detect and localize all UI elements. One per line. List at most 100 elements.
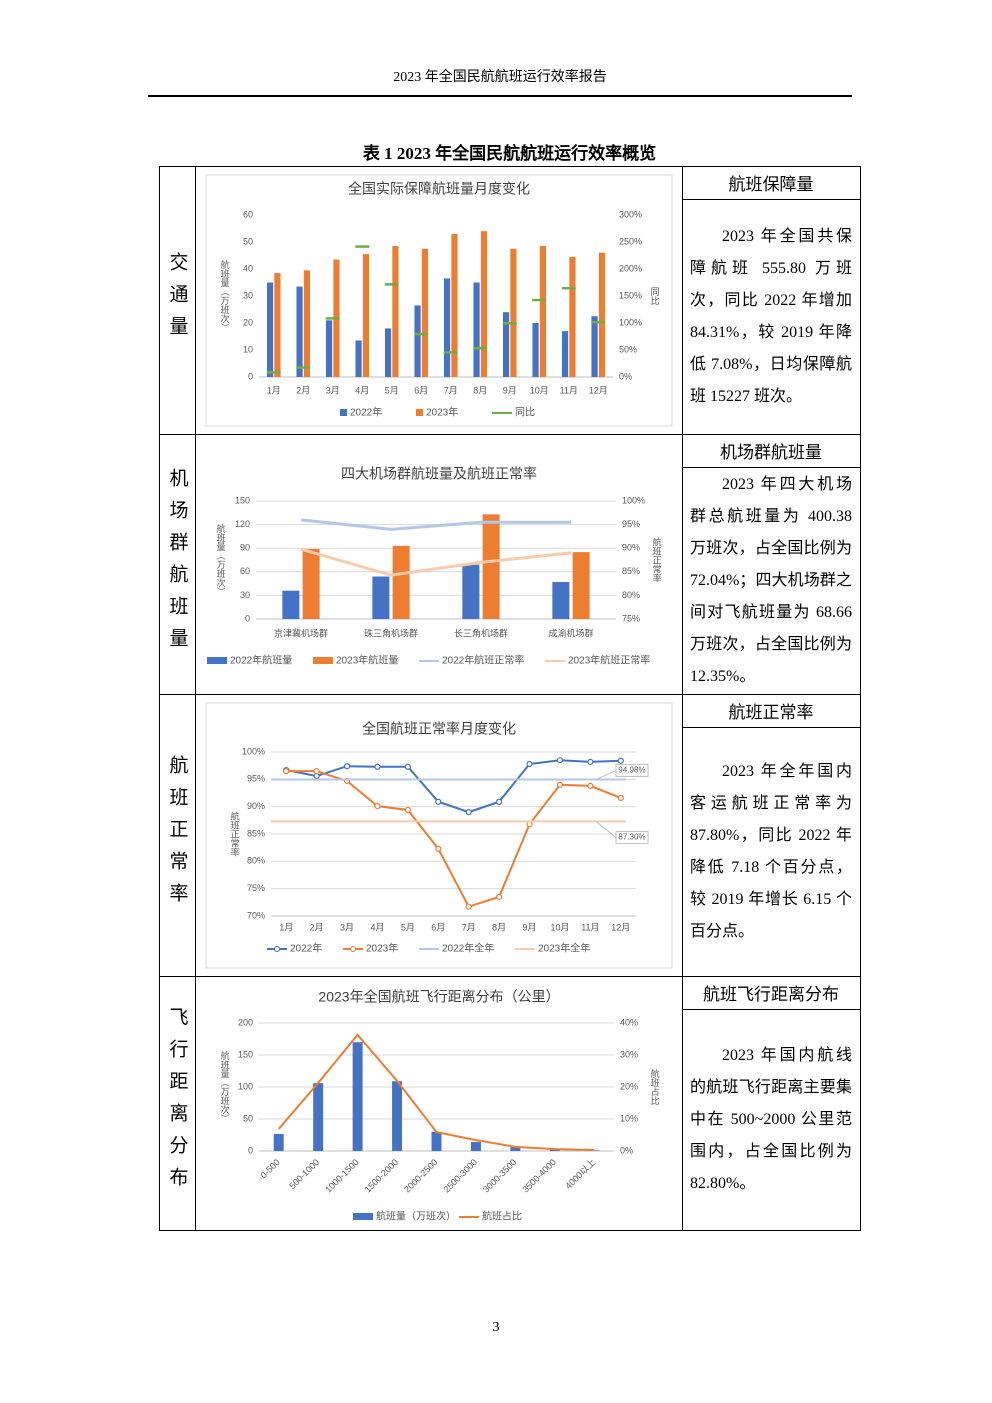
y2-tick-label: 50%	[619, 344, 637, 354]
cell-text: 2023 年全国共保障航班 555.80 万班次，同比 2022 年增加 84.…	[690, 227, 852, 405]
dash-marker	[325, 317, 340, 320]
y2-tick-label: 250%	[619, 236, 642, 246]
y-tick-label: 85%	[247, 828, 265, 838]
label-box	[615, 763, 649, 777]
callout	[595, 769, 617, 780]
legend-label: 2023年航班正常率	[568, 654, 650, 667]
page-header: 2023 年全国民航航班运行效率报告	[393, 70, 607, 85]
chart-title: 全国航班正常率月度变化	[362, 721, 516, 737]
x-tick-label: 11月	[581, 922, 599, 932]
legend-label: 2022年全年	[442, 942, 494, 955]
table-border	[860, 166, 861, 1230]
bar	[502, 312, 510, 377]
bar	[510, 1147, 521, 1151]
bar	[282, 590, 300, 619]
chart: 四大机场群航班量及航班正常率 0 30 60 90 120 150 75% 80% 85% 90% 9…	[207, 466, 662, 667]
y2-axis-label: 航班占比	[650, 1068, 660, 1105]
y2-axis-label: 同比	[650, 287, 660, 305]
legend-swatch	[340, 409, 347, 416]
legend-label: 2023年	[366, 942, 398, 955]
marker	[404, 763, 411, 770]
y-tick-label: 60	[240, 566, 250, 576]
y-tick-label: 20	[243, 317, 253, 327]
bar	[473, 282, 480, 377]
x-tick-label: 9月	[523, 922, 537, 932]
chart-frame	[205, 174, 673, 427]
y2-tick-label: 90%	[622, 543, 640, 553]
x-tick-label: 7月	[444, 385, 458, 395]
header-rule	[148, 95, 852, 97]
bar	[482, 514, 500, 619]
dash-marker	[266, 371, 281, 374]
legend-label: 航班量（万班次）	[376, 1210, 456, 1223]
bar	[569, 256, 576, 377]
bar	[431, 1131, 442, 1151]
y2-tick-label: 30%	[620, 1049, 638, 1059]
marker	[496, 893, 503, 900]
y-tick-label: 90%	[247, 801, 265, 811]
marker	[617, 757, 624, 764]
table-border	[159, 694, 861, 695]
marker	[283, 768, 290, 775]
table-border	[159, 434, 861, 435]
y-tick-label: 120	[235, 519, 250, 529]
x-tick-label: 1月	[267, 385, 281, 395]
line	[286, 770, 622, 908]
row-label: 飞行距离分布	[166, 1007, 188, 1199]
marker	[435, 845, 442, 852]
x-tick-label: 3500-4000	[520, 1157, 558, 1195]
bar	[532, 323, 539, 377]
marker	[556, 757, 564, 764]
y-tick-label: 90	[240, 543, 250, 553]
y-tick-label: 50	[243, 236, 253, 246]
marker	[435, 798, 442, 805]
cell-border	[682, 1009, 860, 1010]
cell-border	[682, 727, 860, 728]
legend-swatch	[207, 657, 227, 664]
bar	[392, 545, 410, 619]
x-tick-label: 10月	[530, 385, 549, 395]
cell-heading: 航班正常率	[728, 703, 814, 722]
line	[286, 759, 621, 814]
table-border	[159, 166, 861, 167]
dash-marker	[591, 320, 606, 324]
y-tick-label: 95%	[247, 774, 265, 784]
bar	[539, 246, 547, 377]
row-label-cell: 航班正常率	[159, 694, 195, 976]
y2-tick-label: 200%	[619, 263, 642, 273]
x-tick-label: 成渝机场群	[548, 627, 593, 638]
y2-tick-label: 300%	[619, 209, 642, 219]
bar	[296, 286, 303, 377]
bar	[355, 340, 362, 377]
marker	[374, 803, 381, 810]
marker	[556, 781, 564, 788]
cell-border	[682, 467, 860, 468]
bar	[303, 270, 311, 377]
y-tick-label: 100%	[242, 746, 265, 756]
dash-marker	[502, 322, 517, 325]
y-tick-label: 0	[245, 613, 250, 623]
dash-marker	[561, 286, 576, 290]
bar	[462, 564, 480, 619]
legend-label: 2022年航班正常率	[442, 654, 524, 667]
dash-marker	[443, 351, 458, 354]
cell-heading: 航班保障量	[728, 175, 814, 194]
marker	[496, 798, 503, 805]
table-caption: 表 1 2023 年全国民航航班运行效率概览	[362, 144, 657, 163]
y2-tick-label: 100%	[619, 317, 642, 327]
reference-label: 94.98%	[618, 766, 645, 775]
y2-tick-label: 80%	[622, 590, 640, 600]
legend-label: 2023年航班量	[336, 654, 398, 667]
chart-title: 四大机场群航班量及航班正常率	[341, 466, 537, 482]
marker	[465, 903, 472, 910]
cell-text: 2023 年国内航线的航班飞行距离主要集中在 500~2000 公里范围内，占全…	[690, 1046, 852, 1192]
chart: 全国实际保障航班量月度变化 0 10 20 30 40 50 60 0% 50% 100% 150% 2…	[205, 174, 673, 427]
table-border	[159, 976, 861, 977]
bar	[372, 576, 390, 619]
y-tick-label: 150	[238, 1049, 253, 1059]
bar	[552, 582, 570, 619]
bar	[273, 1133, 284, 1151]
x-tick-label: 500-1000	[287, 1157, 321, 1191]
bar	[352, 1042, 363, 1151]
x-tick-label: 3000-3500	[481, 1157, 519, 1195]
